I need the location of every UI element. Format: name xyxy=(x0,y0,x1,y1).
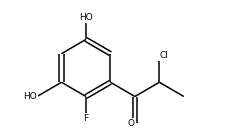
Text: Cl: Cl xyxy=(159,51,168,60)
Text: HO: HO xyxy=(79,13,93,22)
Text: O: O xyxy=(128,119,135,128)
Text: HO: HO xyxy=(23,92,37,101)
Text: F: F xyxy=(83,114,89,123)
Text: Cl: Cl xyxy=(159,51,168,60)
Text: HO: HO xyxy=(23,92,37,101)
Text: HO: HO xyxy=(79,13,93,22)
Text: O: O xyxy=(128,119,135,128)
Text: F: F xyxy=(83,114,89,123)
